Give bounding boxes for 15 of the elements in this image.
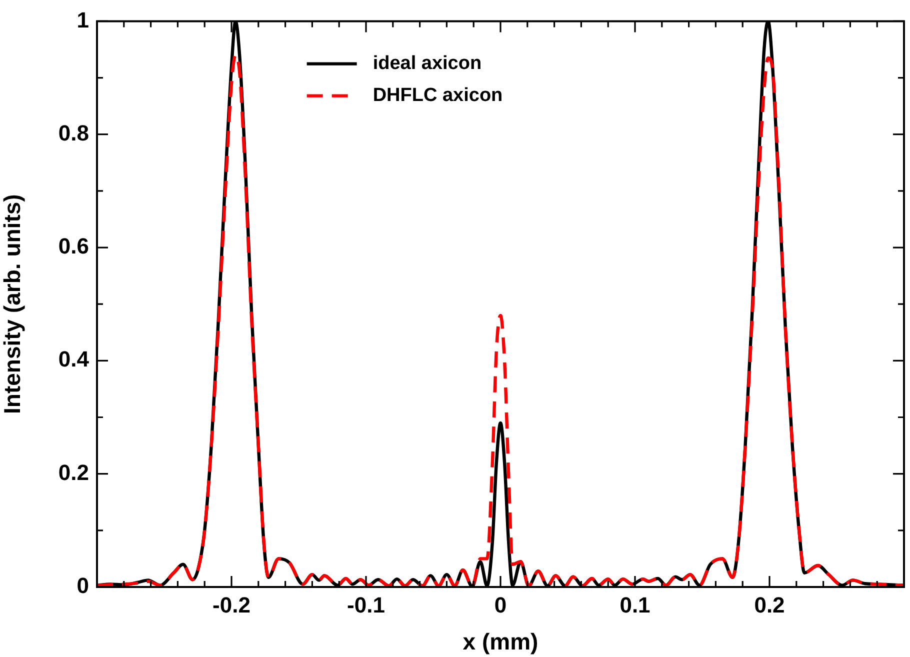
y-tick-label: 0.6 <box>58 234 89 259</box>
x-tick-label: 0.1 <box>620 592 650 618</box>
legend-label: ideal axicon <box>372 53 482 74</box>
x-tick-label: -0.1 <box>347 592 385 618</box>
x-tick-label: 0 <box>494 592 507 618</box>
y-tick-label: 1 <box>76 7 89 32</box>
y-tick-label: 0.2 <box>58 460 89 485</box>
x-axis-title: x (mm) <box>462 628 538 655</box>
y-tick-label: 0.8 <box>58 120 89 146</box>
legend-label: DHFLC axicon <box>372 85 503 106</box>
y-tick-label: 0.4 <box>58 346 90 372</box>
y-tick-label: 0 <box>76 573 89 598</box>
x-tick-label: 0.2 <box>754 592 785 618</box>
y-axis-title: Intensity (arb. units) <box>0 194 26 414</box>
x-tick-label: -0.2 <box>212 592 250 618</box>
